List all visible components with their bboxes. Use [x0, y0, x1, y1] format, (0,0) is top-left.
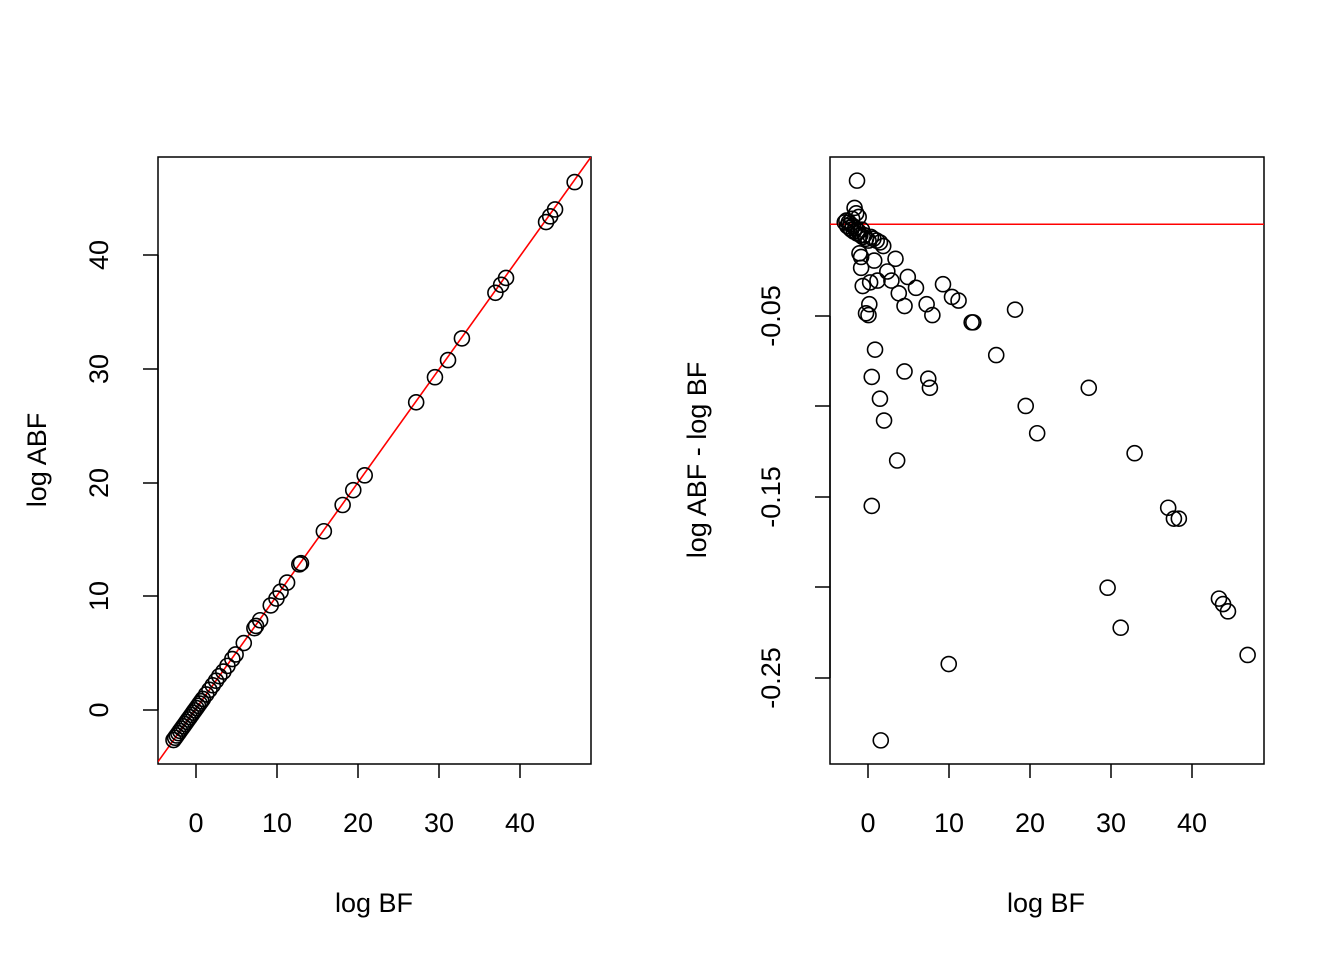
data-point-right-43 [857, 304, 875, 322]
data-point-left-37 [292, 554, 310, 572]
data-point-left-44 [439, 351, 457, 369]
x-tick-label-right-40: 40 [1177, 808, 1207, 838]
data-point-right-75 [1239, 646, 1256, 664]
identity-line [158, 157, 591, 763]
data-point-right-68 [1165, 510, 1183, 527]
data-point-right-67 [1159, 499, 1177, 517]
data-point-right-70 [1099, 579, 1116, 597]
y-axis-label-right: log ABF - log BF [682, 362, 712, 559]
y-tick-label-left-20: 20 [84, 468, 114, 498]
panel-right: -0.25 -0.15 -0.05 0 10 20 30 40 log BF l… [682, 156, 1265, 918]
data-point-left-39 [334, 496, 351, 514]
data-point-right-44 [860, 306, 877, 324]
data-point-right-58 [921, 379, 939, 397]
data-point-right-52 [1006, 301, 1024, 318]
data-point-left-49 [537, 213, 555, 231]
data-point-left-45 [453, 330, 471, 347]
y-tick-label-right-m005: -0.05 [756, 285, 786, 347]
data-point-right-69 [1170, 510, 1188, 527]
data-point-left-35 [278, 574, 296, 591]
data-point-right-72 [1210, 590, 1228, 607]
plot-area-right [830, 172, 1264, 749]
data-point-right-77 [872, 732, 890, 749]
x-tick-label-right-10: 10 [934, 808, 964, 838]
panel-left: 0 10 20 30 40 0 10 20 30 40 log BF log A… [22, 156, 592, 918]
data-point-right-66 [1126, 444, 1143, 462]
data-point-left-36 [291, 556, 308, 573]
data-point-left-48 [497, 269, 515, 287]
data-point-left-28 [235, 634, 253, 652]
data-point-left-42 [407, 394, 425, 411]
y-tick-label-left-30: 30 [84, 354, 114, 384]
data-point-right-65 [1080, 379, 1098, 397]
plot-frame-right [829, 156, 1265, 765]
data-point-right-0 [848, 172, 866, 189]
data-point-left-23 [210, 667, 228, 685]
data-point-right-53 [987, 346, 1005, 364]
data-point-right-32 [861, 274, 879, 291]
data-point-right-26 [871, 234, 889, 251]
data-point-right-33 [865, 252, 883, 269]
x-tick-label-right-30: 30 [1096, 808, 1126, 838]
data-point-right-42 [861, 295, 878, 313]
y-tick-label-right-m015: -0.15 [756, 466, 786, 528]
data-point-right-39 [896, 297, 913, 315]
data-point-right-49 [950, 292, 967, 309]
x-tick-label-left-40: 40 [505, 808, 535, 838]
data-point-right-51 [964, 314, 982, 331]
data-point-right-29 [852, 248, 870, 266]
data-point-right-35 [879, 263, 896, 280]
data-point-left-30 [247, 617, 265, 635]
x-tick-label-right-20: 20 [1015, 808, 1045, 838]
data-point-right-54 [866, 341, 884, 358]
data-point-right-76 [940, 655, 958, 673]
data-point-right-63 [1017, 397, 1035, 415]
y-axis-label-left: log ABF [22, 413, 52, 508]
data-point-right-34 [869, 272, 886, 289]
data-point-right-60 [875, 412, 893, 429]
y-tick-label-left-0: 0 [84, 702, 114, 717]
data-point-right-47 [934, 275, 952, 293]
data-point-left-38 [315, 522, 333, 540]
data-point-right-40 [899, 268, 917, 286]
data-point-right-55 [863, 368, 881, 386]
data-point-right-36 [883, 272, 900, 289]
data-point-right-71 [1112, 619, 1129, 637]
data-point-left-24 [215, 663, 232, 680]
y-tick-label-right-m025: -0.25 [756, 647, 786, 709]
data-point-right-56 [896, 363, 913, 380]
data-point-right-74 [1219, 603, 1237, 620]
x-tick-label-right-0: 0 [860, 808, 875, 838]
data-point-left-31 [251, 611, 269, 629]
data-point-right-37 [887, 250, 904, 268]
data-point-right-31 [854, 277, 872, 295]
y-tick-label-left-40: 40 [84, 240, 114, 270]
data-point-left-40 [344, 481, 362, 499]
y-tick-label-left-10: 10 [84, 581, 114, 611]
data-point-right-61 [888, 452, 906, 469]
data-point-right-59 [871, 390, 889, 408]
x-tick-label-left-30: 30 [424, 808, 454, 838]
data-point-left-26 [224, 650, 241, 668]
data-point-left-43 [426, 368, 444, 386]
data-point-right-64 [1028, 424, 1046, 442]
data-point-left-27 [227, 646, 244, 663]
data-point-right-57 [919, 370, 937, 388]
data-point-left-41 [356, 467, 374, 484]
plot-area-left [158, 157, 591, 763]
x-axis-label-left: log BF [335, 888, 413, 918]
data-point-right-45 [918, 295, 935, 313]
data-point-right-27 [874, 237, 892, 255]
data-point-left-51 [546, 201, 564, 218]
x-tick-label-left-10: 10 [262, 808, 292, 838]
x-axis-label-right: log BF [1007, 888, 1085, 918]
data-point-right-46 [924, 306, 941, 324]
x-tick-label-left-20: 20 [343, 808, 373, 838]
data-point-right-30 [852, 259, 870, 277]
x-tick-label-left-0: 0 [188, 808, 203, 838]
data-point-left-52 [566, 173, 583, 191]
data-point-right-62 [863, 497, 881, 515]
data-point-right-41 [907, 279, 925, 297]
